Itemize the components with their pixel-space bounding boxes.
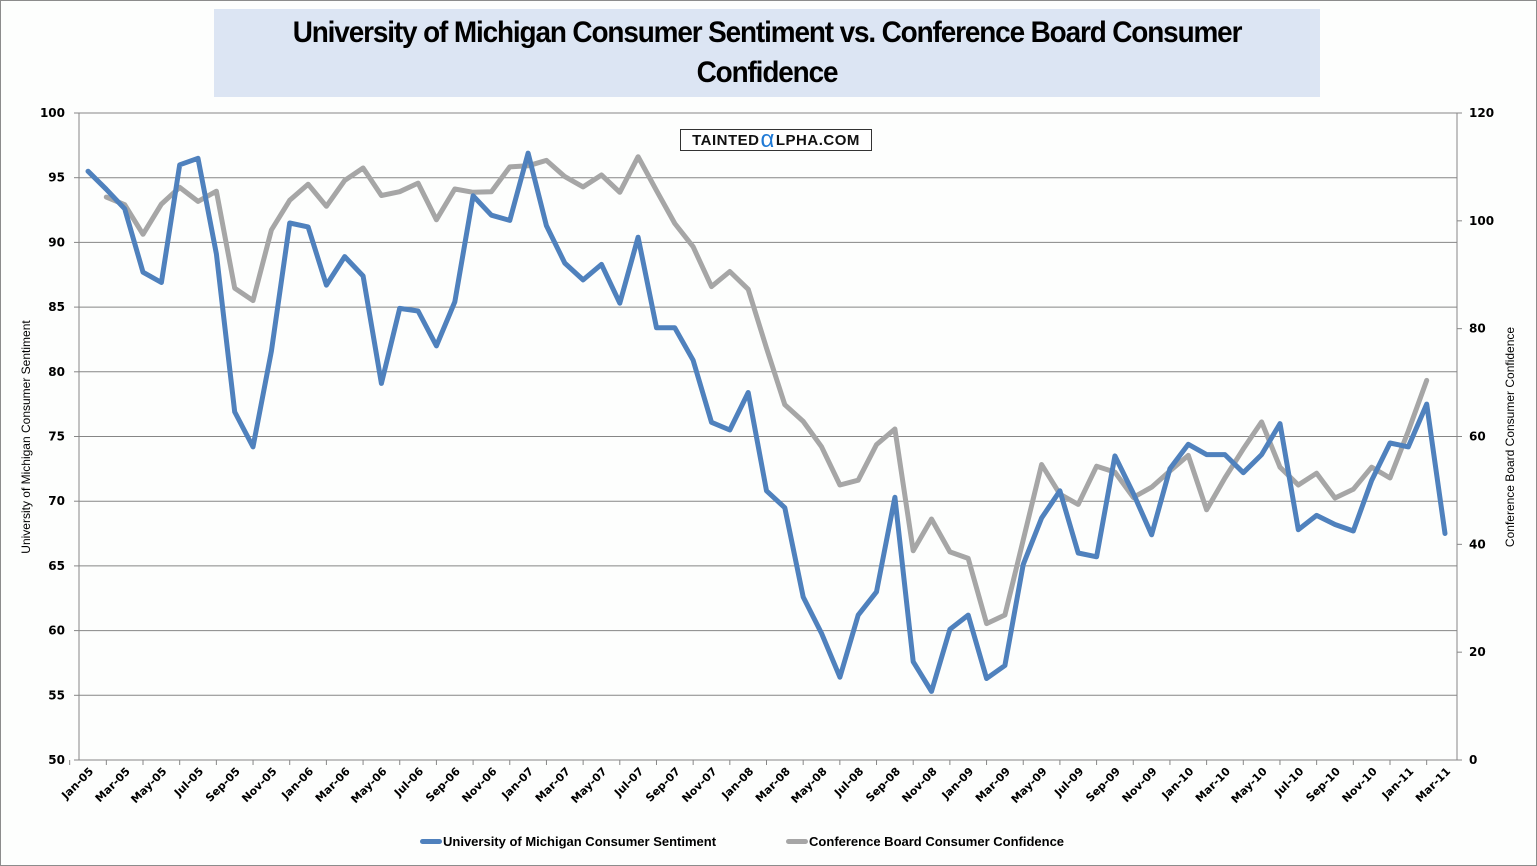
x-tick-label: Jan-10 (1159, 765, 1197, 803)
x-tick-label: Jul-10 (1271, 765, 1306, 800)
legend-item-conference-board[interactable]: Conference Board Consumer Confidence (786, 834, 1064, 849)
chart-title-line2: Confidence (696, 56, 839, 89)
x-tick-label: Jan-08 (719, 765, 757, 803)
x-tick-label: Nov-10 (1340, 765, 1380, 805)
x-tick-label: Jan-05 (58, 765, 96, 803)
right-y-axis-title: Conference Board Consumer Confidence (1503, 327, 1517, 547)
left-y-tick-label: 55 (48, 688, 65, 702)
gridlines (79, 112, 1457, 696)
x-tick-label: May-09 (1009, 765, 1050, 806)
x-tick-label: Jul-05 (171, 765, 206, 800)
chart-title-box: University of Michigan Consumer Sentimen… (214, 9, 1320, 97)
legend-label-conference-board: Conference Board Consumer Confidence (809, 834, 1065, 849)
legend-swatch-umich (420, 839, 442, 844)
right-y-tick-label: 60 (1469, 430, 1486, 444)
left-y-axis-title: University of Michigan Consumer Sentimen… (19, 320, 33, 554)
left-y-tick-label: 70 (48, 494, 65, 508)
x-tick-label: Sep-09 (1083, 765, 1123, 805)
x-tick-label: Sep-10 (1303, 765, 1343, 805)
left-y-tick-label: 80 (48, 365, 65, 379)
legend-label-umich: University of Michigan Consumer Sentimen… (443, 834, 717, 849)
x-tick-label: Nov-08 (899, 765, 939, 805)
x-tick-label: May-10 (1229, 765, 1270, 806)
right-y-tick-label: 40 (1469, 537, 1486, 551)
left-y-tick-label: 90 (48, 235, 65, 249)
left-y-ticks: 50 55 60 65 70 75 80 85 90 95 100 (40, 106, 79, 767)
right-y-tick-label: 20 (1469, 645, 1486, 659)
x-tick-label: Jan-06 (279, 765, 317, 803)
x-tick-label: Sep-07 (643, 765, 683, 805)
x-tick-label: May-08 (789, 765, 830, 806)
x-tick-label: Nov-07 (679, 765, 719, 805)
x-tick-label: Jan-11 (1379, 765, 1417, 803)
x-tick-label: Mar-08 (753, 765, 793, 805)
chart-title: University of Michigan Consumer Sentimen… (292, 13, 1243, 93)
left-y-tick-label: 85 (48, 300, 65, 314)
right-y-tick-label: 120 (1469, 106, 1494, 120)
watermark-prefix: TAINTED (692, 131, 760, 149)
left-y-tick-label: 50 (48, 753, 65, 767)
left-y-tick-label: 60 (48, 624, 65, 638)
x-tick-label: May-06 (348, 765, 389, 806)
x-tick-label: May-05 (128, 765, 169, 806)
left-y-tick-label: 100 (40, 106, 65, 120)
chart-title-line1: University of Michigan Consumer Sentimen… (292, 16, 1243, 49)
watermark-logo: TAINTED α LPHA.COM (680, 126, 872, 153)
x-tick-label: Jan-07 (499, 765, 537, 803)
x-tick-label: Jul-08 (831, 765, 866, 800)
x-tick-label: Sep-05 (203, 765, 243, 805)
x-tick-label: Sep-08 (863, 765, 903, 805)
x-tick-label: Nov-06 (459, 765, 499, 805)
legend: University of Michigan Consumer Sentimen… (420, 834, 1064, 849)
x-tick-label: Mar-11 (1413, 765, 1453, 805)
series-lines (85, 150, 1448, 694)
right-y-tick-label: 100 (1469, 214, 1494, 228)
x-tick-label: Mar-09 (973, 765, 1013, 805)
left-y-tick-label: 65 (48, 559, 65, 573)
x-tick-label: Nov-09 (1120, 765, 1160, 805)
x-tick-label: Jan-09 (939, 765, 977, 803)
right-y-tick-label: 80 (1469, 322, 1486, 336)
x-tick-label: Mar-06 (313, 765, 353, 805)
right-y-tick-label: 0 (1469, 753, 1477, 767)
x-tick-label: Mar-07 (533, 765, 573, 805)
legend-item-umich[interactable]: University of Michigan Consumer Sentimen… (420, 834, 716, 849)
left-y-tick-label: 95 (48, 171, 65, 185)
x-tick-label: Jul-07 (611, 765, 646, 800)
x-tick-label: May-07 (569, 765, 610, 806)
x-tick-label: Mar-05 (93, 765, 133, 805)
watermark-suffix: LPHA.COM (775, 131, 860, 149)
legend-swatch-conference-board (786, 839, 809, 844)
x-tick-label: Sep-06 (423, 765, 463, 805)
left-y-tick-label: 75 (48, 430, 65, 444)
x-tick-label: Mar-10 (1193, 765, 1233, 805)
alpha-icon: α (760, 126, 775, 153)
x-tick-label: Jul-09 (1051, 765, 1086, 800)
right-y-ticks: 0 20 40 60 80 100 120 (1457, 106, 1494, 767)
series-line-umich (85, 150, 1448, 694)
x-tick-label: Jul-06 (391, 765, 426, 800)
x-tick-label: Nov-05 (239, 765, 279, 805)
